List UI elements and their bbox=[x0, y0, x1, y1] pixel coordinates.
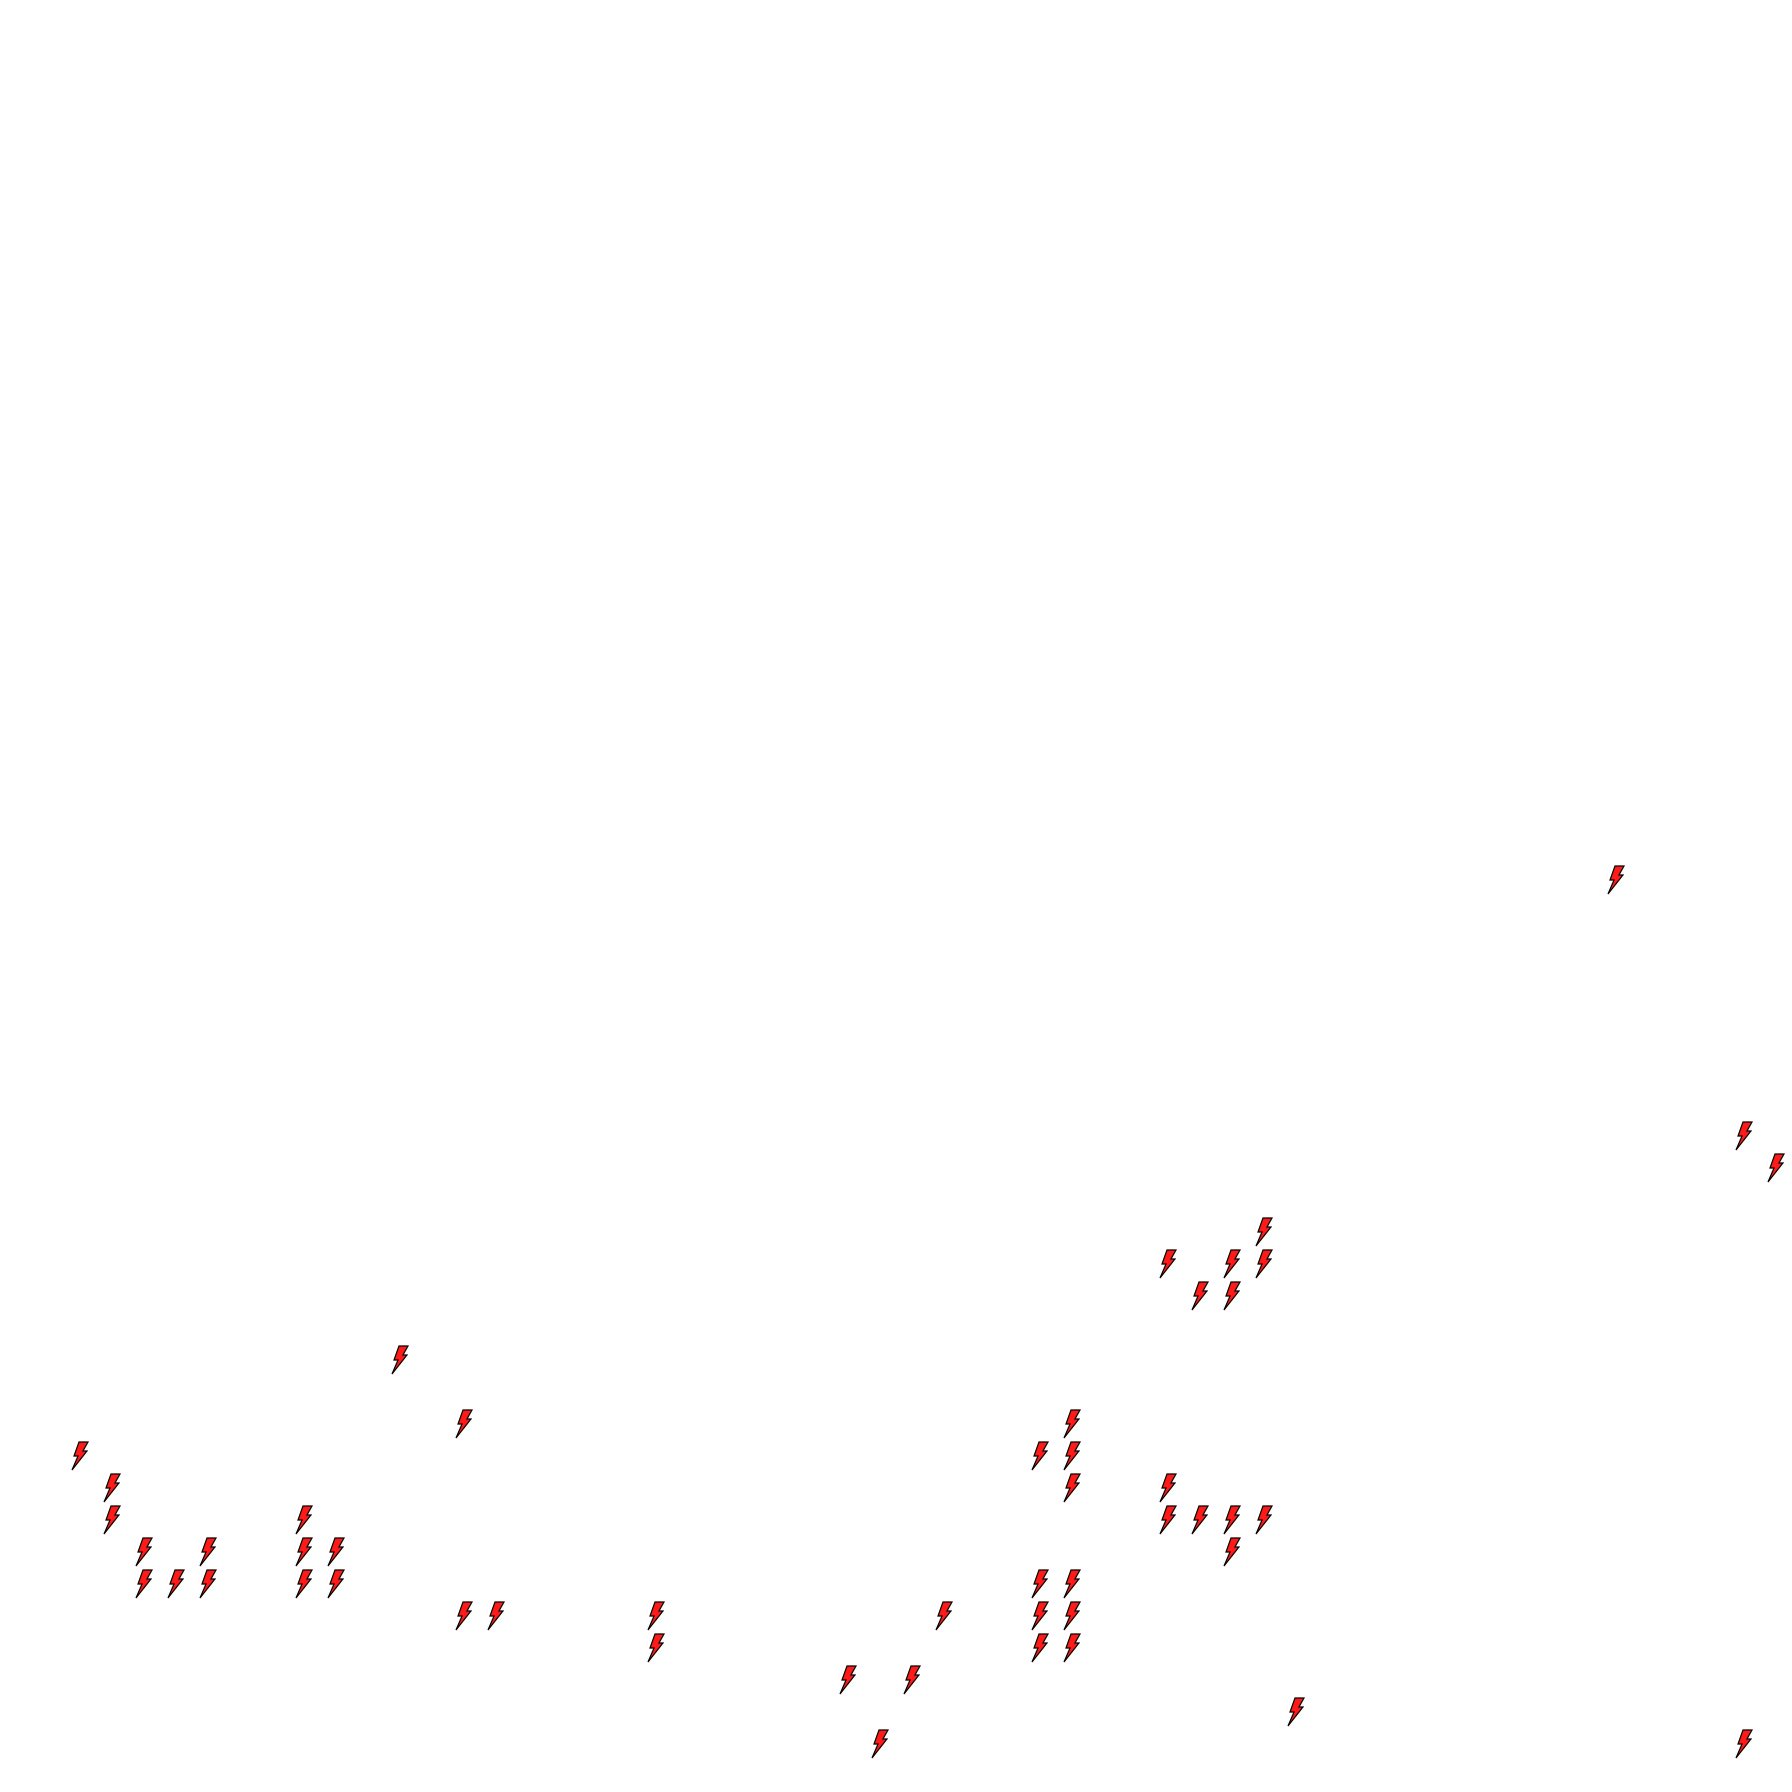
lightning-bolt-icon bbox=[646, 1601, 666, 1631]
lightning-bolt-icon bbox=[454, 1409, 474, 1439]
lightning-bolt-icon bbox=[294, 1537, 314, 1567]
lightning-bolt-icon bbox=[1158, 1473, 1178, 1503]
lightning-bolt-icon bbox=[1062, 1601, 1082, 1631]
lightning-bolt-icon bbox=[1222, 1249, 1242, 1279]
lightning-bolt-icon bbox=[1030, 1601, 1050, 1631]
lightning-bolt-icon bbox=[166, 1569, 186, 1599]
lightning-bolt-icon bbox=[294, 1569, 314, 1599]
lightning-bolt-icon bbox=[294, 1505, 314, 1535]
lightning-bolt-icon bbox=[1766, 1153, 1786, 1183]
lightning-bolt-icon bbox=[326, 1569, 346, 1599]
lightning-bolt-icon bbox=[1254, 1217, 1274, 1247]
lightning-bolt-icon bbox=[838, 1665, 858, 1695]
lightning-bolt-icon bbox=[1062, 1409, 1082, 1439]
lightning-bolt-icon bbox=[326, 1537, 346, 1567]
lightning-bolt-icon bbox=[870, 1729, 890, 1759]
lightning-bolt-icon bbox=[1286, 1697, 1306, 1727]
lightning-bolt-icon bbox=[1158, 1505, 1178, 1535]
lightning-bolt-icon bbox=[1190, 1281, 1210, 1311]
lightning-bolt-icon bbox=[486, 1601, 506, 1631]
lightning-bolt-icon bbox=[1030, 1569, 1050, 1599]
lightning-bolt-icon bbox=[1222, 1281, 1242, 1311]
lightning-bolt-icon bbox=[1190, 1505, 1210, 1535]
lightning-bolt-icon bbox=[1254, 1505, 1274, 1535]
lightning-bolt-icon bbox=[1222, 1537, 1242, 1567]
lightning-bolt-icon bbox=[454, 1601, 474, 1631]
lightning-bolt-icon bbox=[1254, 1249, 1274, 1279]
lightning-bolt-icon bbox=[1734, 1729, 1754, 1759]
lightning-bolt-icon bbox=[1030, 1441, 1050, 1471]
lightning-bolt-icon bbox=[934, 1601, 954, 1631]
lightning-bolt-icon bbox=[102, 1473, 122, 1503]
lightning-bolt-icon bbox=[134, 1537, 154, 1567]
lightning-bolt-icon bbox=[1062, 1441, 1082, 1471]
lightning-bolt-icon bbox=[1734, 1121, 1754, 1151]
lightning-bolt-icon bbox=[198, 1569, 218, 1599]
lightning-bolt-icon bbox=[1158, 1249, 1178, 1279]
lightning-bolt-icon bbox=[1062, 1569, 1082, 1599]
lightning-bolt-icon bbox=[70, 1441, 90, 1471]
lightning-bolt-icon bbox=[1030, 1633, 1050, 1663]
lightning-bolt-icon bbox=[1062, 1473, 1082, 1503]
lightning-bolt-icon bbox=[902, 1665, 922, 1695]
lightning-bolt-icon bbox=[390, 1345, 410, 1375]
lightning-bolt-icon bbox=[1606, 865, 1626, 895]
lightning-bolt-icon bbox=[134, 1569, 154, 1599]
lightning-bolt-icon bbox=[1222, 1505, 1242, 1535]
lightning-bolt-icon bbox=[198, 1537, 218, 1567]
lightning-bolt-icon bbox=[646, 1633, 666, 1663]
lightning-bolt-icon bbox=[1062, 1633, 1082, 1663]
lightning-bolt-icon bbox=[102, 1505, 122, 1535]
